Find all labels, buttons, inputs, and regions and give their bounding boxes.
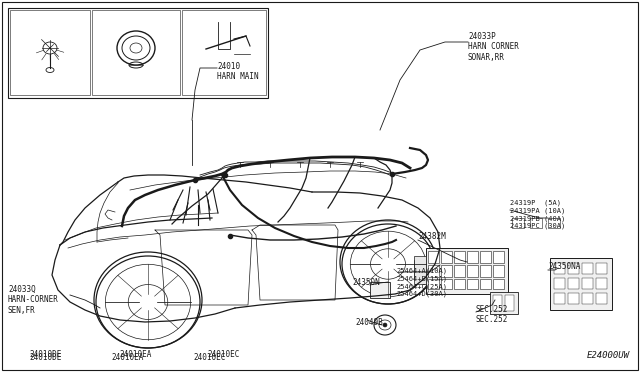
Text: 24350NA: 24350NA <box>548 262 580 271</box>
Text: 24010EA: 24010EA <box>112 353 144 362</box>
Bar <box>8 8 268 98</box>
Bar <box>441 251 452 263</box>
Bar <box>467 265 478 277</box>
Bar <box>554 278 565 289</box>
Bar <box>596 263 607 274</box>
Bar <box>568 278 579 289</box>
Text: 24010
HARN MAIN: 24010 HARN MAIN <box>217 62 259 81</box>
Bar <box>370 282 390 298</box>
Bar <box>480 251 491 263</box>
Bar <box>582 278 593 289</box>
Bar <box>512 218 524 228</box>
Bar <box>467 279 478 289</box>
Bar <box>596 278 607 289</box>
Bar <box>92 10 180 95</box>
Text: 24010EC: 24010EC <box>208 350 240 359</box>
Text: SEC.252: SEC.252 <box>476 305 508 314</box>
Text: 24319P  (5A)
24319PA (10A)
24319PB (40A)
24319PC (30A): 24319P (5A) 24319PA (10A) 24319PB (40A) … <box>510 200 565 229</box>
Bar <box>454 279 465 289</box>
Text: 24010DE: 24010DE <box>30 353 62 362</box>
Bar <box>428 251 439 263</box>
Bar <box>568 263 579 274</box>
Bar <box>493 279 504 289</box>
Text: 24350N: 24350N <box>352 278 380 287</box>
Text: 25464+A(10A)
25464+B(15A)
25464+C(25A)
25464+D(30A): 25464+A(10A) 25464+B(15A) 25464+C(25A) 2… <box>396 268 447 297</box>
Bar <box>596 293 607 304</box>
Bar <box>441 279 452 289</box>
Bar <box>530 218 542 228</box>
Bar <box>490 292 518 314</box>
Text: 24049B: 24049B <box>355 318 383 327</box>
Bar <box>493 251 504 263</box>
Text: 24033P
HARN CORNER
SONAR,RR: 24033P HARN CORNER SONAR,RR <box>468 32 519 62</box>
Bar <box>582 293 593 304</box>
Bar <box>428 279 439 289</box>
Bar <box>454 251 465 263</box>
Bar <box>505 295 514 311</box>
Bar <box>550 258 612 310</box>
Bar <box>493 265 504 277</box>
Bar <box>441 265 452 277</box>
Bar <box>548 218 560 228</box>
Bar <box>182 10 266 95</box>
Bar <box>554 293 565 304</box>
Text: 24010EC: 24010EC <box>194 353 226 362</box>
Bar <box>414 256 426 284</box>
Ellipse shape <box>383 323 387 327</box>
Bar <box>480 279 491 289</box>
Bar <box>467 251 478 263</box>
Bar <box>454 265 465 277</box>
Bar <box>426 248 508 294</box>
Text: 24010DE: 24010DE <box>30 350 62 359</box>
Bar <box>493 295 502 311</box>
Text: SEC.252: SEC.252 <box>476 315 508 324</box>
Bar <box>480 265 491 277</box>
Bar <box>582 263 593 274</box>
Bar <box>568 293 579 304</box>
Bar <box>554 263 565 274</box>
Bar <box>428 265 439 277</box>
Text: E24000UW: E24000UW <box>587 351 630 360</box>
Bar <box>10 10 90 95</box>
Text: 24010EA: 24010EA <box>120 350 152 359</box>
Text: 24382M: 24382M <box>418 232 445 241</box>
Text: 24033Q
HARN-CORNER
SEN,FR: 24033Q HARN-CORNER SEN,FR <box>8 285 59 315</box>
